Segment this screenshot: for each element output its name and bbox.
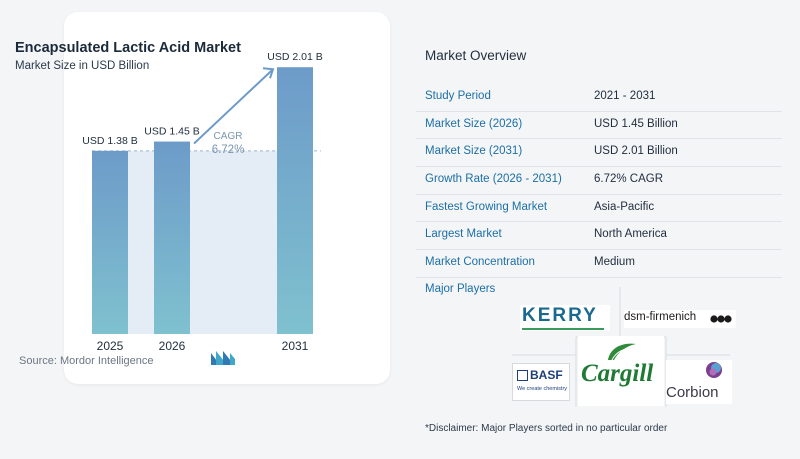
row-label: Market Concentration <box>425 256 535 269</box>
data-label-2026: USD 1.45 B <box>144 126 199 138</box>
overview-row-concentration: Market Concentration Medium <box>416 250 782 278</box>
disclaimer: *Disclaimer: Major Players sorted in no … <box>425 423 668 434</box>
kerry-logo: KERRY <box>520 305 610 331</box>
cagr-arrowhead <box>262 67 275 79</box>
cargill-logo: Cargill <box>578 336 664 406</box>
cagr-label: CAGR <box>214 131 243 142</box>
overview-row-market-size-2026: Market Size (2026) USD 1.45 Billion <box>416 112 782 140</box>
overview-title: Market Overview <box>425 48 527 63</box>
overview-row-market-size-2031: Market Size (2031) USD 2.01 Billion <box>416 139 782 168</box>
basf-emblem-icon <box>517 370 528 381</box>
source-note: Source: Mordor Intelligence <box>19 355 154 367</box>
row-value: Asia-Pacific <box>594 200 655 213</box>
bar-2026 <box>154 141 190 334</box>
row-value: USD 2.01 Billion <box>594 145 678 158</box>
row-label: Market Size (2031) <box>425 145 523 158</box>
basf-wordmark: BASF <box>530 368 563 382</box>
row-value: North America <box>594 228 667 241</box>
major-players-title: Major Players <box>425 283 496 295</box>
dsm-dots-icon <box>710 315 732 323</box>
data-label-2031: USD 2.01 B <box>267 51 322 63</box>
tick-label-2025: 2025 <box>97 339 124 353</box>
basf-logo: BASF We create chemistry <box>512 363 570 401</box>
row-label: Study Period <box>425 90 491 102</box>
row-label: Growth Rate (2026 - 2031) <box>425 173 562 186</box>
cagr-value: 6.72% <box>212 144 245 156</box>
row-value: Medium <box>594 256 635 269</box>
baseline-shade <box>92 150 313 334</box>
overview-row-growth-rate: Growth Rate (2026 - 2031) 6.72% CAGR <box>416 167 782 195</box>
corbion-logo: Corbion <box>666 360 732 404</box>
basf-tagline: We create chemistry <box>517 386 568 392</box>
chart-title: Encapsulated Lactic Acid Market <box>15 40 241 56</box>
tick-label-2026: 2026 <box>159 339 186 353</box>
bar-2025 <box>92 150 128 334</box>
row-value: 6.72% CAGR <box>594 173 664 186</box>
overview-row-study-period: Study Period 2021 - 2031 <box>416 84 782 112</box>
row-label: Largest Market <box>425 228 502 241</box>
cargill-wordmark: Cargill <box>581 360 654 387</box>
chart-subtitle: Market Size in USD Billion <box>15 60 150 72</box>
corbion-swirl-icon <box>706 362 722 378</box>
tick-label-2031: 2031 <box>282 339 309 353</box>
kerry-underline <box>522 328 604 330</box>
overview-row-largest-market: Largest Market North America <box>416 222 782 251</box>
mordor-intelligence-logo <box>211 351 235 365</box>
row-label: Fastest Growing Market <box>425 200 548 213</box>
overview-table: Study Period 2021 - 2031 Market Size (20… <box>416 84 782 278</box>
row-value: USD 1.45 Billion <box>594 117 678 130</box>
bar-2031 <box>277 67 313 334</box>
kerry-wordmark: KERRY <box>522 305 598 326</box>
cagr-arrow <box>193 68 274 145</box>
overview-row-fastest-growing: Fastest Growing Market Asia-Pacific <box>416 195 782 223</box>
bar-chart: USD 1.38 B 2025 USD 1.45 B 2026 USD 2.01 B 20… <box>82 51 322 353</box>
corbion-wordmark: Corbion <box>666 384 719 401</box>
data-label-2025: USD 1.38 B <box>82 135 137 147</box>
row-value: 2021 - 2031 <box>594 90 656 102</box>
cargill-leaf-icon <box>608 343 636 361</box>
row-label: Market Size (2026) <box>425 117 523 130</box>
dsm-wordmark: dsm-firmenich <box>624 311 697 323</box>
dsm-firmenich-logo: dsm-firmenich <box>624 310 736 328</box>
